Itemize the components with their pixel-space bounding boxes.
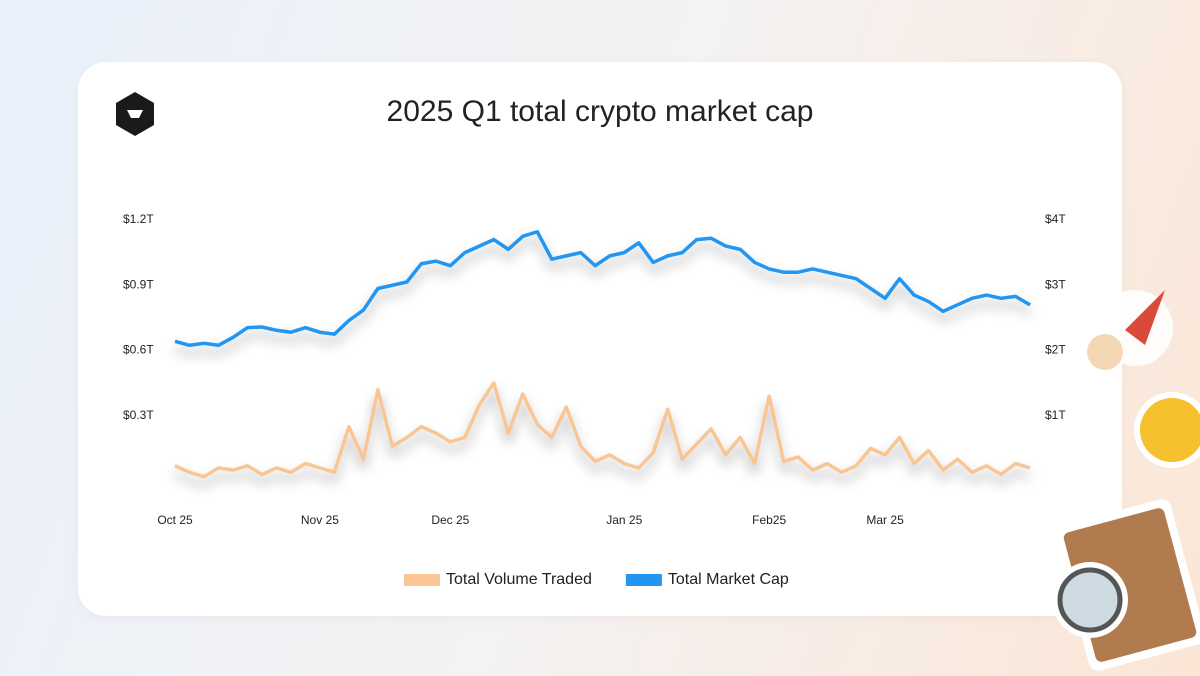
legend-label: Total Volume Traded	[446, 571, 592, 588]
logo	[116, 92, 154, 136]
y2-tick-label: $1T	[1045, 408, 1066, 422]
x-tick-label: Jan 25	[606, 513, 642, 527]
y-tick-label: $0.3T	[123, 408, 154, 422]
legend-swatch	[404, 574, 440, 586]
decorations	[1052, 290, 1200, 671]
line-series	[174, 229, 1031, 348]
x-tick-label: Mar 25	[866, 513, 904, 527]
y2-tick-label: $2T	[1045, 343, 1066, 357]
y-tick-label: $1.2T	[123, 212, 154, 226]
chart-card	[78, 62, 1122, 616]
legend-label: Total Market Cap	[668, 571, 789, 588]
x-tick-label: Feb25	[752, 513, 786, 527]
y-tick-label: $0.9T	[123, 277, 154, 291]
y2-tick-label: $4T	[1045, 212, 1066, 226]
y2-tick-label: $3T	[1045, 277, 1066, 291]
x-tick-label: Oct 25	[157, 513, 193, 527]
x-tick-label: Nov 25	[301, 513, 339, 527]
y-tick-label: $0.6T	[123, 343, 154, 357]
chart-title: 2025 Q1 total crypto market cap	[387, 95, 814, 128]
x-tick-label: Dec 25	[431, 513, 469, 527]
line-series	[174, 381, 1031, 479]
legend-swatch	[625, 574, 662, 586]
